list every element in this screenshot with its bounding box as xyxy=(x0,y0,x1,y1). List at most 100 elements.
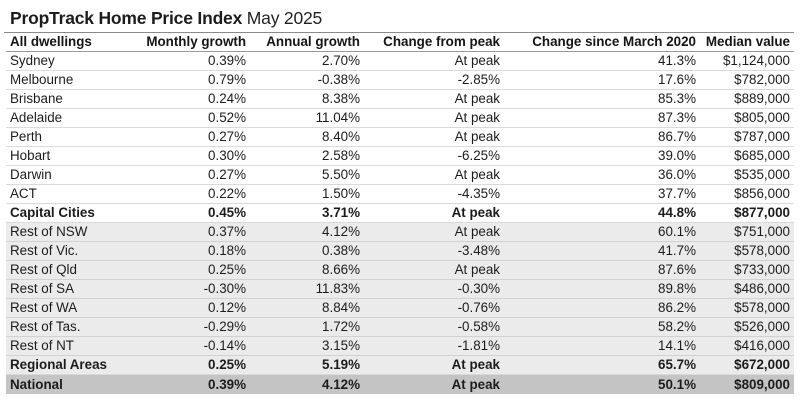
monthly-growth-cell: 0.52% xyxy=(130,108,250,129)
change-from-peak-cell: -4.35% xyxy=(364,184,504,205)
region-name-cell: Darwin xyxy=(6,165,130,186)
monthly-growth-cell: 0.24% xyxy=(130,89,250,110)
change-since-march-2020-cell: 87.3% xyxy=(504,108,700,129)
region-name-cell: Regional Areas xyxy=(6,355,130,376)
table-row: Rest of NSW 0.37% 4.12% At peak 60.1% $751,00… xyxy=(6,222,794,243)
change-from-peak-cell: -0.58% xyxy=(364,317,504,338)
table-row: Hobart 0.30% 2.58% -6.25% 39.0% $685,000 xyxy=(6,146,794,167)
annual-growth-cell: 11.04% xyxy=(250,108,364,129)
column-header-monthly-growth: Monthly growth xyxy=(130,33,250,53)
change-since-march-2020-cell: 36.0% xyxy=(504,165,700,186)
index-name: PropTrack Home Price Index xyxy=(10,8,243,28)
change-from-peak-cell: At peak xyxy=(364,203,504,224)
table-row: Brisbane 0.24% 8.38% At peak 85.3% $889,000 xyxy=(6,89,794,110)
region-name-cell: Capital Cities xyxy=(6,203,130,224)
annual-growth-cell: 8.84% xyxy=(250,298,364,319)
region-name-cell: Rest of NSW xyxy=(6,222,130,243)
change-since-march-2020-cell: 41.3% xyxy=(504,51,700,72)
column-header-change-from-peak: Change from peak xyxy=(364,33,504,53)
table-row: Rest of Tas. -0.29% 1.72% -0.58% 58.2% $526,0… xyxy=(6,317,794,338)
region-name-cell: Rest of Tas. xyxy=(6,317,130,338)
median-value-cell: $809,000 xyxy=(700,374,794,394)
change-since-march-2020-cell: 60.1% xyxy=(504,222,700,243)
table-row: Adelaide 0.52% 11.04% At peak 87.3% $805,000 xyxy=(6,108,794,129)
annual-growth-cell: 4.12% xyxy=(250,222,364,243)
monthly-growth-cell: 0.37% xyxy=(130,222,250,243)
region-name-cell: Rest of NT xyxy=(6,336,130,357)
annual-growth-cell: 2.58% xyxy=(250,146,364,167)
region-name-cell: Brisbane xyxy=(6,89,130,110)
median-value-cell: $672,000 xyxy=(700,355,794,376)
change-from-peak-cell: -0.30% xyxy=(364,279,504,300)
median-value-cell: $578,000 xyxy=(700,298,794,319)
monthly-growth-cell: 0.25% xyxy=(130,355,250,376)
median-value-cell: $889,000 xyxy=(700,89,794,110)
annual-growth-cell: 0.38% xyxy=(250,241,364,262)
region-name-cell: Rest of SA xyxy=(6,279,130,300)
annual-growth-cell: 8.40% xyxy=(250,127,364,148)
change-from-peak-cell: At peak xyxy=(364,127,504,148)
monthly-growth-cell: -0.29% xyxy=(130,317,250,338)
monthly-growth-cell: 0.79% xyxy=(130,70,250,91)
median-value-cell: $486,000 xyxy=(700,279,794,300)
column-header-median-value: Median value xyxy=(700,33,794,53)
change-since-march-2020-cell: 41.7% xyxy=(504,241,700,262)
annual-growth-cell: 8.38% xyxy=(250,89,364,110)
monthly-growth-cell: 0.39% xyxy=(130,374,250,394)
region-name-cell: Perth xyxy=(6,127,130,148)
annual-growth-cell: 4.12% xyxy=(250,374,364,394)
change-since-march-2020-cell: 86.2% xyxy=(504,298,700,319)
change-since-march-2020-cell: 85.3% xyxy=(504,89,700,110)
median-value-cell: $685,000 xyxy=(700,146,794,167)
annual-growth-cell: 11.83% xyxy=(250,279,364,300)
table-row: Rest of SA -0.30% 11.83% -0.30% 89.8% $486,00… xyxy=(6,279,794,300)
region-name-cell: National xyxy=(6,374,130,394)
change-since-march-2020-cell: 65.7% xyxy=(504,355,700,376)
region-name-cell: Adelaide xyxy=(6,108,130,129)
change-from-peak-cell: At peak xyxy=(364,260,504,281)
annual-growth-cell: 1.72% xyxy=(250,317,364,338)
title-row: PropTrack Home Price Index May 2025 xyxy=(4,4,794,33)
price-index-table: All dwellings Monthly growth Annual growth… xyxy=(6,33,794,394)
median-value-cell: $787,000 xyxy=(700,127,794,148)
monthly-growth-cell: 0.27% xyxy=(130,165,250,186)
monthly-growth-cell: 0.22% xyxy=(130,184,250,205)
median-value-cell: $805,000 xyxy=(700,108,794,129)
table-row: Rest of Qld 0.25% 8.66% At peak 87.6% $733,00… xyxy=(6,260,794,281)
change-from-peak-cell: -2.85% xyxy=(364,70,504,91)
median-value-cell: $526,000 xyxy=(700,317,794,338)
change-from-peak-cell: At peak xyxy=(364,108,504,129)
change-since-march-2020-cell: 17.6% xyxy=(504,70,700,91)
monthly-growth-cell: 0.30% xyxy=(130,146,250,167)
table-row: ACT 0.22% 1.50% -4.35% 37.7% $856,000 xyxy=(6,184,794,205)
column-header-change-since-march-2020: Change since March 2020 xyxy=(504,33,700,53)
monthly-growth-cell: 0.27% xyxy=(130,127,250,148)
table-row: Darwin 0.27% 5.50% At peak 36.0% $535,000 xyxy=(6,165,794,186)
change-from-peak-cell: -6.25% xyxy=(364,146,504,167)
region-name-cell: Melbourne xyxy=(6,70,130,91)
region-name-cell: Rest of Qld xyxy=(6,260,130,281)
table-row: Sydney 0.39% 2.70% At peak 41.3% $1,124,000 xyxy=(6,51,794,72)
monthly-growth-cell: 0.25% xyxy=(130,260,250,281)
change-since-march-2020-cell: 37.7% xyxy=(504,184,700,205)
median-value-cell: $578,000 xyxy=(700,241,794,262)
monthly-growth-cell: -0.30% xyxy=(130,279,250,300)
change-since-march-2020-cell: 50.1% xyxy=(504,374,700,394)
change-since-march-2020-cell: 44.8% xyxy=(504,203,700,224)
monthly-growth-cell: 0.18% xyxy=(130,241,250,262)
change-since-march-2020-cell: 58.2% xyxy=(504,317,700,338)
region-name-cell: Rest of WA xyxy=(6,298,130,319)
annual-growth-cell: 5.50% xyxy=(250,165,364,186)
change-since-march-2020-cell: 39.0% xyxy=(504,146,700,167)
table-row: Rest of WA 0.12% 8.84% -0.76% 86.2% $578,000 xyxy=(6,298,794,319)
change-from-peak-cell: At peak xyxy=(364,89,504,110)
change-since-march-2020-cell: 86.7% xyxy=(504,127,700,148)
median-value-cell: $877,000 xyxy=(700,203,794,224)
change-from-peak-cell: -1.81% xyxy=(364,336,504,357)
region-name-cell: Hobart xyxy=(6,146,130,167)
change-since-march-2020-cell: 89.8% xyxy=(504,279,700,300)
header-row: All dwellings Monthly growth Annual growth… xyxy=(6,33,794,53)
change-from-peak-cell: At peak xyxy=(364,222,504,243)
table-row: Perth 0.27% 8.40% At peak 86.7% $787,000 xyxy=(6,127,794,148)
